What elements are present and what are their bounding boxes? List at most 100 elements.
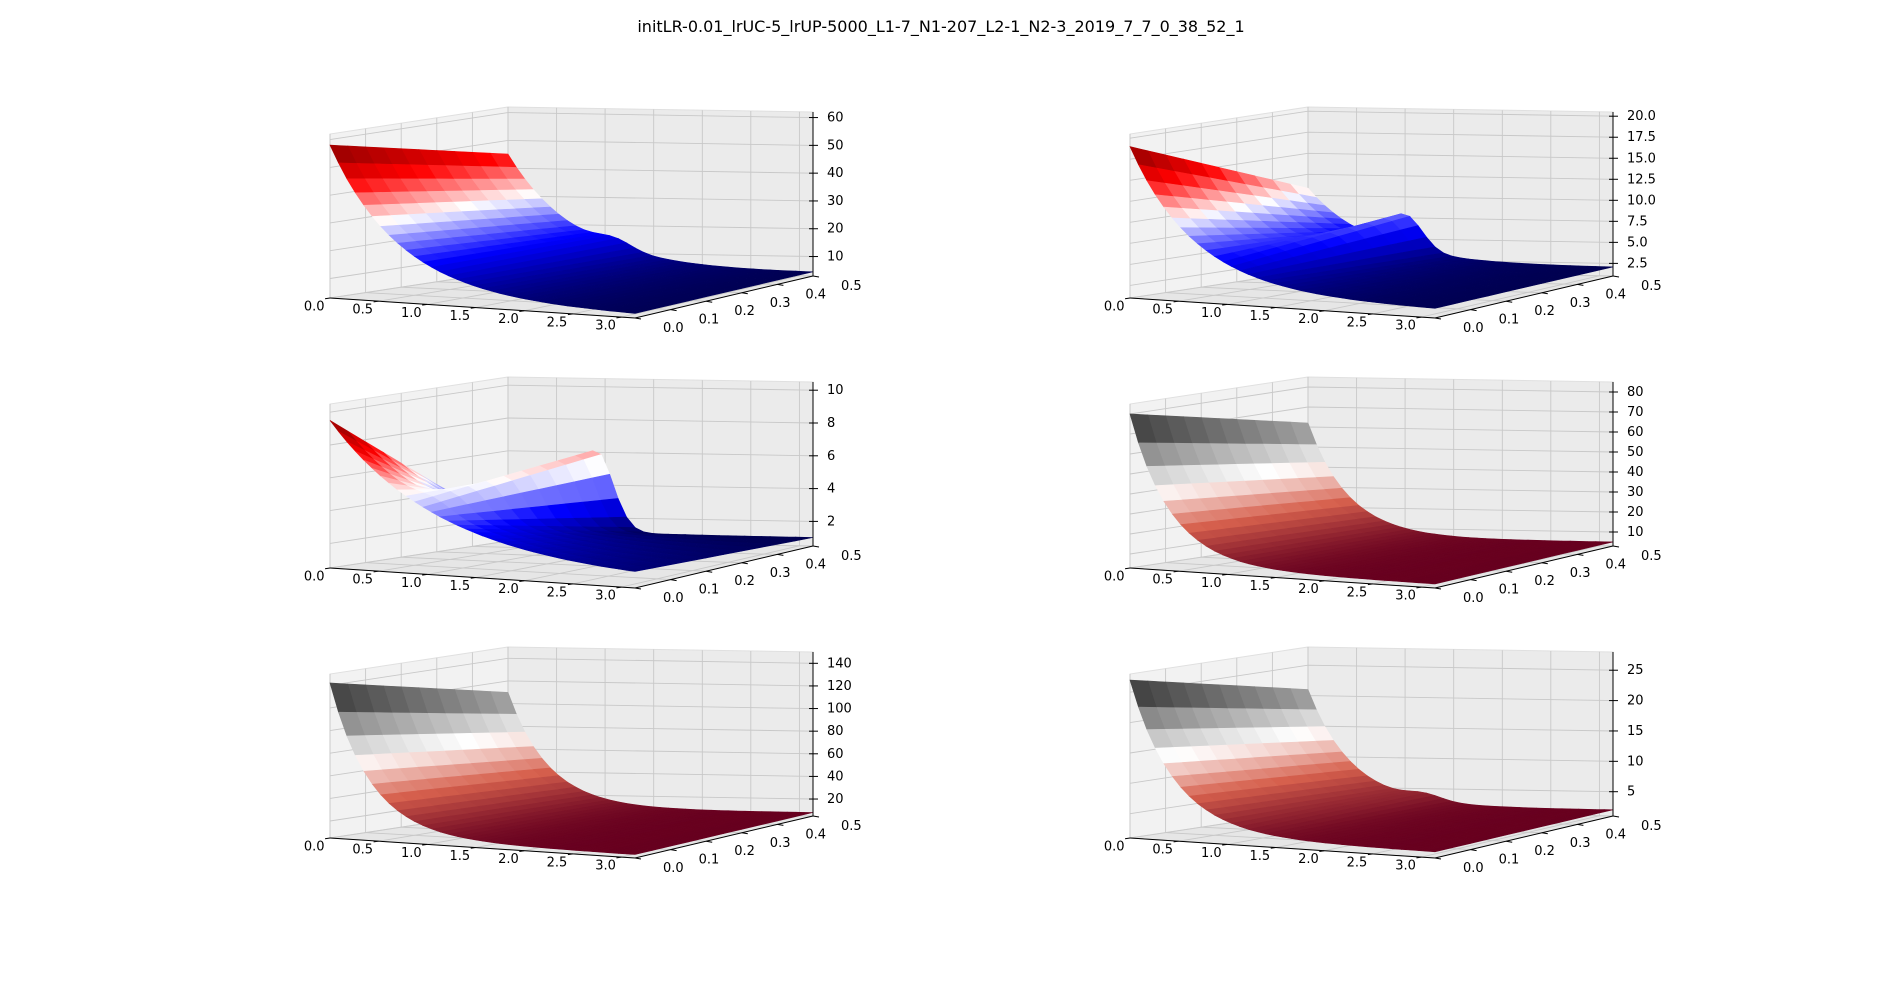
y-tick-mark xyxy=(1470,849,1477,852)
y-tick-mark xyxy=(1506,570,1513,573)
z-tick-label: 10 xyxy=(827,383,844,398)
x-tick-label: 3.0 xyxy=(595,319,616,334)
z-tick-label: 60 xyxy=(1627,425,1644,440)
surface-facet xyxy=(1426,578,1453,585)
axis-lines xyxy=(1124,112,1620,320)
y-axis-line xyxy=(634,275,814,319)
y-tick-mark xyxy=(1506,300,1513,303)
x-tick-label: 1.5 xyxy=(450,579,471,594)
y-tick-mark xyxy=(1434,317,1442,320)
y-tick-label: 0.5 xyxy=(1641,549,1662,564)
x-tick-label: 3.0 xyxy=(595,859,616,874)
axis-lines xyxy=(1124,652,1620,860)
x-tick-mark xyxy=(519,310,525,312)
z-tick-label: 5.0 xyxy=(1627,235,1648,250)
x-tick-mark xyxy=(567,583,573,586)
surface-facet xyxy=(1426,846,1453,853)
x-tick-mark xyxy=(1222,843,1228,846)
x-tick-label: 2.5 xyxy=(547,855,568,870)
figure-title: initLR-0.01_lrUC-5_lrUP-5000_L1-7_N1-207… xyxy=(637,17,1245,36)
z-tick-label: 12.5 xyxy=(1627,172,1656,187)
surface-facet xyxy=(626,308,653,314)
z-tick-label: 120 xyxy=(827,679,852,694)
x-tick-label: 3.0 xyxy=(1395,319,1416,334)
x-tick-label: 1.0 xyxy=(1201,306,1222,321)
y-tick-label: 0.2 xyxy=(734,844,755,859)
z-gridline xyxy=(329,112,814,141)
y-axis-line xyxy=(634,545,814,589)
y-tick-label: 0.3 xyxy=(770,296,791,311)
x-tick-mark xyxy=(422,843,428,846)
x-tick-label: 0.5 xyxy=(352,843,373,858)
x-tick-label: 1.0 xyxy=(1201,846,1222,861)
z-tick-label: 10 xyxy=(1627,754,1644,769)
y-tick-mark xyxy=(777,823,784,826)
x-tick-mark xyxy=(1124,297,1131,300)
x-tick-label: 2.0 xyxy=(498,582,519,597)
y-tick-label: 0.3 xyxy=(1570,836,1591,851)
z-tick-label: 20 xyxy=(827,792,844,807)
surface-panel-row1-right: 0.0 0.5 1.0 1.5 2.0 2.5 3.0 0.0 0.1 0.2 0.3 0.4 0.5 2… xyxy=(1104,106,1662,336)
y-tick-label: 0.1 xyxy=(699,313,720,328)
y-tick-label: 0.2 xyxy=(1534,844,1555,859)
z-tick-label: 5 xyxy=(1627,785,1635,800)
z-tick-label: 4 xyxy=(827,482,835,497)
x-tick-label: 2.5 xyxy=(1347,315,1368,330)
y-tick-mark xyxy=(1612,815,1620,818)
y-tick-mark xyxy=(1541,562,1548,565)
y-tick-label: 0.4 xyxy=(805,827,826,842)
x-tick-mark xyxy=(616,586,622,589)
x-tick-label: 1.0 xyxy=(401,306,422,321)
y-tick-label: 0.0 xyxy=(1463,591,1484,606)
y-axis-line xyxy=(1434,545,1614,589)
z-tick-label: 30 xyxy=(1627,485,1644,500)
y-tick-label: 0.2 xyxy=(1534,574,1555,589)
x-tick-label: 2.5 xyxy=(1347,585,1368,600)
x-tick-mark xyxy=(1319,580,1325,582)
z-tick-label: 20 xyxy=(1627,694,1644,709)
x-tick-mark xyxy=(1222,303,1228,306)
x-tick-label: 2.5 xyxy=(547,315,568,330)
z-tick-label: 40 xyxy=(827,166,844,181)
y-tick-mark xyxy=(706,570,713,573)
y-tick-label: 0.3 xyxy=(1570,296,1591,311)
x-tick-label: 0.0 xyxy=(1104,299,1125,314)
x-axis-line xyxy=(1129,567,1436,589)
z-gridline xyxy=(1129,110,1614,139)
x-tick-mark xyxy=(616,856,622,859)
x-tick-mark xyxy=(1124,567,1131,570)
y-tick-mark xyxy=(812,545,820,548)
z-tick-label: 6 xyxy=(827,449,835,464)
y-tick-label: 0.1 xyxy=(1499,853,1520,868)
z-tick-label: 10.0 xyxy=(1627,193,1656,208)
y-tick-label: 0.5 xyxy=(1641,819,1662,834)
x-tick-mark xyxy=(422,303,428,306)
x-tick-label: 2.5 xyxy=(1347,855,1368,870)
z-tick-label: 50 xyxy=(1627,445,1644,460)
x-tick-label: 0.5 xyxy=(1152,843,1173,858)
x-tick-mark xyxy=(373,840,379,843)
x-tick-mark xyxy=(519,850,525,852)
y-tick-mark xyxy=(1577,553,1584,556)
x-tick-label: 0.5 xyxy=(1152,573,1173,588)
x-tick-mark xyxy=(470,847,476,849)
y-tick-mark xyxy=(1612,545,1620,548)
x-tick-mark xyxy=(1319,310,1325,312)
z-tick-label: 20.0 xyxy=(1627,109,1656,124)
x-tick-mark xyxy=(324,297,331,300)
y-tick-mark xyxy=(812,275,820,278)
y-tick-label: 0.1 xyxy=(699,583,720,598)
x-tick-label: 0.0 xyxy=(304,569,325,584)
surface-mesh xyxy=(329,420,814,572)
y-tick-label: 0.2 xyxy=(1534,304,1555,319)
y-tick-mark xyxy=(1434,857,1442,860)
surface-panel-row3-left: 0.0 0.5 1.0 1.5 2.0 2.5 3.0 0.0 0.1 0.2 0.3 0.4 0.5 2… xyxy=(304,646,862,876)
axis-lines xyxy=(324,112,820,320)
z-tick-label: 10 xyxy=(827,250,844,265)
x-tick-label: 0.0 xyxy=(304,299,325,314)
x-axis-line xyxy=(1129,297,1436,319)
y-tick-label: 0.0 xyxy=(663,321,684,336)
x-tick-mark xyxy=(1270,847,1276,849)
z-tick-label: 8 xyxy=(827,416,835,431)
x-tick-label: 1.5 xyxy=(450,309,471,324)
